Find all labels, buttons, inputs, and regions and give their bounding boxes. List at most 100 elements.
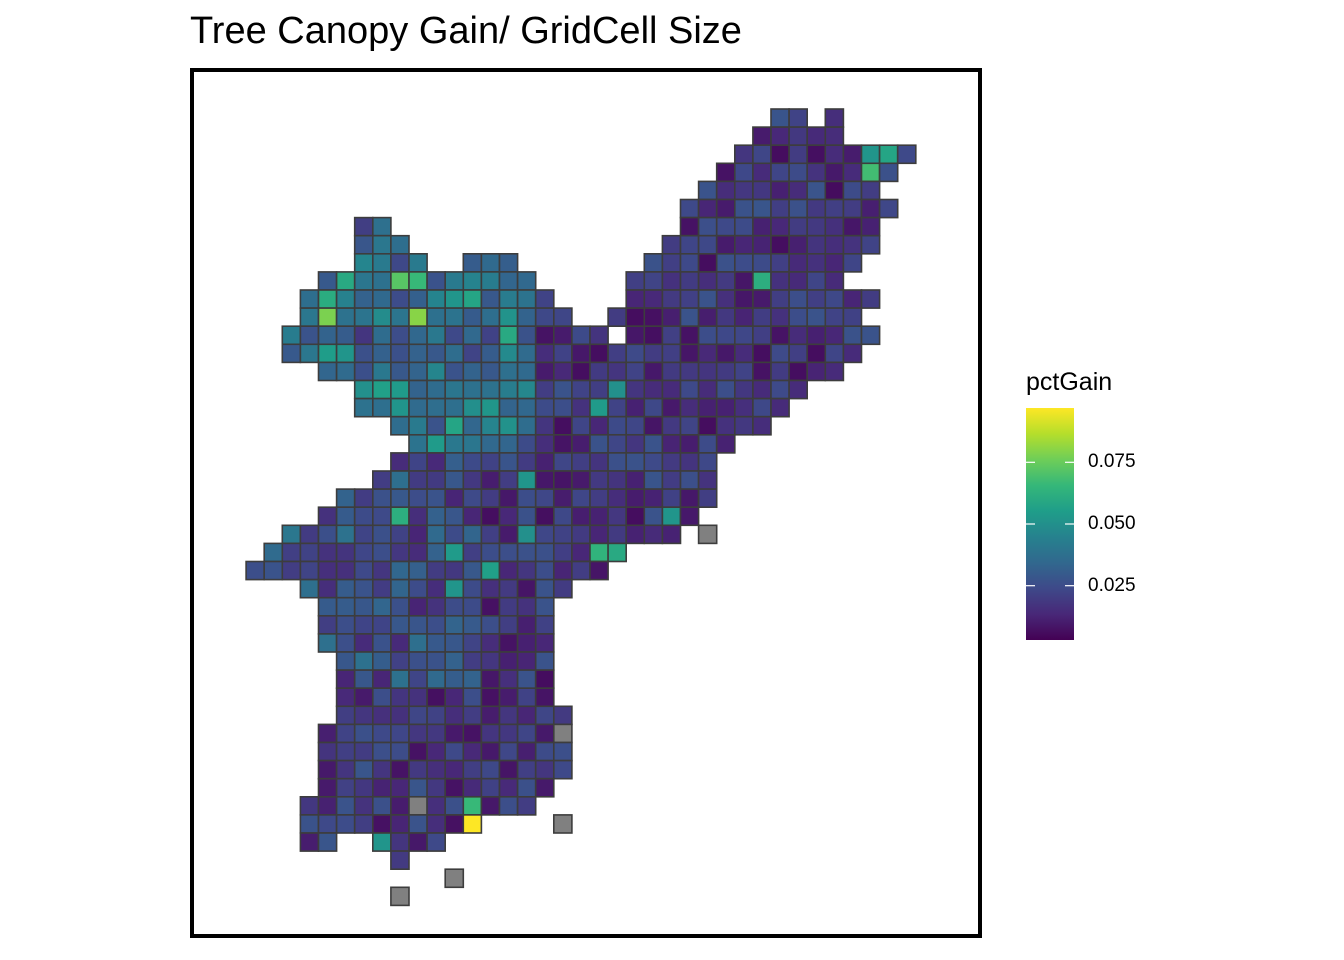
grid-cell-na xyxy=(444,868,465,889)
grid-cell xyxy=(444,777,465,798)
grid-cell xyxy=(462,596,483,617)
legend-tick-label: 0.050 xyxy=(1088,513,1136,534)
legend-title: pctGain xyxy=(1026,368,1113,396)
grid-cell xyxy=(426,307,447,328)
grid-cell xyxy=(335,759,356,780)
grid-cell xyxy=(770,325,790,346)
grid-cell xyxy=(335,488,356,509)
grid-cell xyxy=(534,524,555,545)
grid-cell xyxy=(552,705,573,726)
grid-cell xyxy=(498,325,519,346)
grid-cell xyxy=(335,795,356,816)
grid-cell xyxy=(498,578,519,599)
grid-cell xyxy=(697,452,718,472)
grid-cell xyxy=(372,234,392,255)
grid-cell xyxy=(806,144,827,165)
grid-cell xyxy=(408,614,428,635)
grid-cell xyxy=(390,814,410,834)
grid-cell xyxy=(353,814,374,834)
grid-cell xyxy=(679,271,700,291)
grid-cell xyxy=(498,307,519,328)
grid-cell xyxy=(480,397,501,418)
grid-cell xyxy=(317,542,338,563)
grid-cell xyxy=(408,560,428,581)
grid-cell xyxy=(390,397,410,418)
grid-cell xyxy=(589,415,609,436)
grid-cell xyxy=(444,578,465,599)
grid-cell xyxy=(353,524,374,545)
grid-cell xyxy=(444,542,465,563)
grid-cell xyxy=(317,578,338,599)
grid-cell xyxy=(516,560,537,581)
grid-cell xyxy=(353,361,374,382)
grid-cell xyxy=(679,397,700,418)
grid-cell xyxy=(752,180,772,201)
grid-cell xyxy=(516,397,537,418)
grid-cell xyxy=(552,452,573,472)
grid-cell xyxy=(462,343,483,364)
grid-cell xyxy=(625,488,646,509)
grid-cell xyxy=(480,777,501,798)
grid-cell xyxy=(299,795,320,816)
grid-cell xyxy=(372,795,392,816)
grid-cell xyxy=(462,379,483,400)
grid-cell xyxy=(661,343,682,364)
grid-cell xyxy=(571,397,591,418)
grid-cell xyxy=(842,180,863,201)
grid-cell xyxy=(498,506,519,527)
grid-cell xyxy=(498,289,519,309)
grid-cell xyxy=(426,614,447,635)
grid-cell xyxy=(408,651,428,671)
grid-cell xyxy=(571,488,591,509)
grid-cell xyxy=(661,488,682,509)
grid-cell xyxy=(752,361,772,382)
grid-cell xyxy=(643,506,664,527)
grid-cell xyxy=(842,343,863,364)
grid-cell xyxy=(643,379,664,400)
grid-cell xyxy=(643,397,664,418)
grid-cell xyxy=(552,542,573,563)
grid-cell xyxy=(679,452,700,472)
grid-cell xyxy=(335,596,356,617)
grid-cell xyxy=(444,741,465,762)
grid-cell xyxy=(462,488,483,509)
grid-cell xyxy=(860,162,881,183)
grid-cell xyxy=(372,832,392,852)
grid-cell xyxy=(281,524,302,545)
grid-cell xyxy=(408,633,428,653)
grid-cell xyxy=(480,307,501,328)
grid-cell xyxy=(589,506,609,527)
grid-cell xyxy=(589,379,609,400)
grid-cell xyxy=(625,433,646,454)
grid-cell xyxy=(372,578,392,599)
grid-cell xyxy=(625,289,646,309)
grid-cell xyxy=(806,343,827,364)
grid-cell xyxy=(462,669,483,689)
grid-cell xyxy=(625,379,646,400)
grid-cell xyxy=(408,832,428,852)
grid-cell xyxy=(516,723,537,744)
grid-cell xyxy=(806,126,827,146)
grid-cell xyxy=(317,814,338,834)
grid-cell xyxy=(317,307,338,328)
grid-cell xyxy=(697,433,718,454)
grid-cell xyxy=(842,234,863,255)
grid-cell xyxy=(752,289,772,309)
grid-cell xyxy=(408,705,428,726)
grid-cell xyxy=(317,560,338,581)
grid-cell xyxy=(842,289,863,309)
grid-cell xyxy=(299,578,320,599)
grid-cell xyxy=(444,307,465,328)
grid-cell xyxy=(715,162,736,183)
grid-cell xyxy=(715,325,736,346)
grid-cell xyxy=(408,343,428,364)
grid-cell xyxy=(752,343,772,364)
grid-cell xyxy=(353,397,374,418)
grid-cell xyxy=(353,253,374,273)
grid-cell xyxy=(408,307,428,328)
grid-cell xyxy=(498,687,519,708)
grid-cell xyxy=(426,433,447,454)
grid-cell xyxy=(661,397,682,418)
grid-cell xyxy=(408,289,428,309)
grid-cell xyxy=(715,307,736,328)
